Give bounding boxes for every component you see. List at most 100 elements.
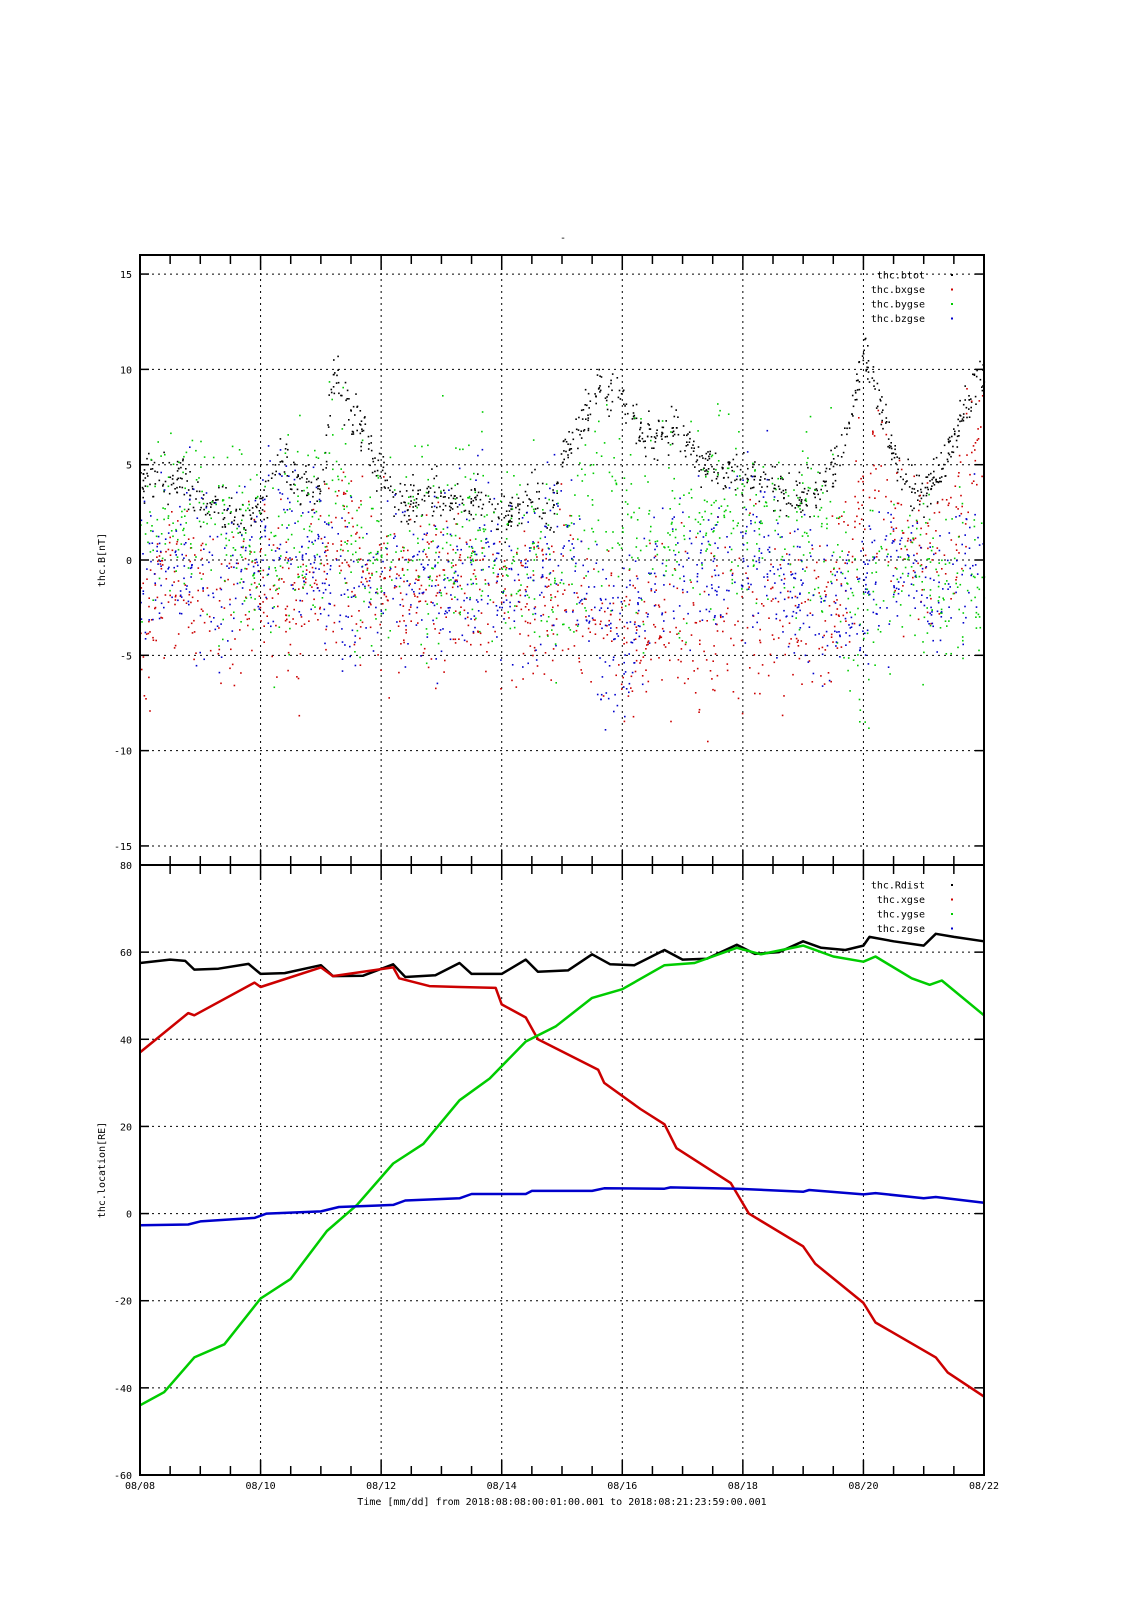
data-point [684, 643, 687, 646]
data-point [862, 475, 864, 478]
data-point [791, 504, 793, 507]
data-point [762, 471, 765, 473]
data-point [835, 645, 837, 647]
data-point [742, 560, 745, 562]
data-point [626, 627, 629, 630]
data-point [750, 475, 753, 477]
data-point [394, 535, 396, 538]
data-point [349, 495, 352, 497]
data-point [794, 604, 797, 607]
data-point [320, 562, 323, 565]
data-point [572, 538, 574, 540]
data-point [758, 500, 761, 503]
data-point [962, 419, 965, 422]
data-point [270, 625, 272, 628]
data-point [677, 676, 679, 679]
data-point [164, 594, 167, 596]
data-point [940, 611, 943, 613]
data-point [477, 491, 480, 494]
data-point [471, 547, 474, 549]
data-point [964, 523, 967, 525]
data-point [718, 537, 721, 539]
data-point [637, 625, 640, 627]
data-point [541, 548, 544, 551]
data-point [830, 407, 832, 409]
data-point [814, 481, 817, 484]
data-point [275, 470, 277, 473]
data-point [597, 519, 600, 522]
data-point [871, 541, 873, 544]
data-point [407, 558, 410, 561]
data-point [267, 622, 270, 624]
data-point [972, 564, 974, 567]
data-point [902, 585, 904, 587]
data-point [800, 511, 802, 513]
data-point [848, 421, 850, 424]
data-point [185, 602, 188, 604]
data-point [183, 534, 186, 536]
data-point [502, 591, 504, 593]
data-point [628, 603, 630, 606]
data-point [374, 470, 376, 473]
data-point [598, 387, 601, 389]
data-point [851, 555, 854, 558]
data-point [926, 505, 929, 508]
data-point [563, 623, 565, 626]
data-point [352, 525, 354, 528]
data-point [351, 500, 353, 502]
data-point [229, 603, 231, 606]
data-point [371, 574, 373, 576]
data-point [297, 573, 299, 576]
data-point [330, 391, 333, 394]
data-point [622, 390, 624, 393]
data-point [843, 511, 845, 513]
data-point [569, 534, 572, 536]
data-point [408, 515, 410, 517]
data-point [875, 556, 878, 558]
data-point [796, 545, 799, 548]
data-point [633, 638, 635, 641]
data-point [509, 627, 512, 630]
data-point [169, 536, 171, 539]
data-point [736, 475, 739, 478]
data-point [749, 667, 751, 669]
data-point [497, 523, 499, 526]
data-point [257, 503, 259, 506]
data-point [354, 641, 356, 644]
data-point [356, 405, 359, 408]
data-point [895, 527, 898, 529]
data-point [918, 495, 921, 497]
data-point [518, 518, 520, 520]
data-point [510, 593, 513, 596]
data-point [964, 399, 966, 401]
data-point [331, 398, 333, 401]
data-point [149, 569, 152, 571]
data-point [199, 651, 201, 654]
data-point [488, 566, 490, 568]
data-point [851, 561, 854, 564]
data-point [428, 584, 431, 587]
data-point [758, 561, 761, 564]
data-point [851, 394, 854, 397]
data-point [939, 477, 941, 479]
data-point [888, 444, 891, 447]
data-point [629, 599, 631, 602]
data-point [846, 582, 848, 584]
data-point [285, 614, 287, 616]
data-point [833, 600, 835, 603]
data-point [644, 440, 646, 442]
data-point [396, 573, 398, 575]
data-point [961, 502, 964, 505]
data-point [656, 434, 658, 437]
data-point [284, 473, 286, 475]
data-point [972, 373, 974, 376]
data-point [540, 591, 543, 594]
data-point [290, 484, 292, 486]
data-point [557, 584, 559, 586]
data-point [202, 610, 204, 612]
data-point [510, 568, 513, 571]
data-point [179, 594, 182, 597]
data-point [622, 676, 624, 679]
data-point [648, 539, 651, 542]
data-point [617, 542, 619, 544]
